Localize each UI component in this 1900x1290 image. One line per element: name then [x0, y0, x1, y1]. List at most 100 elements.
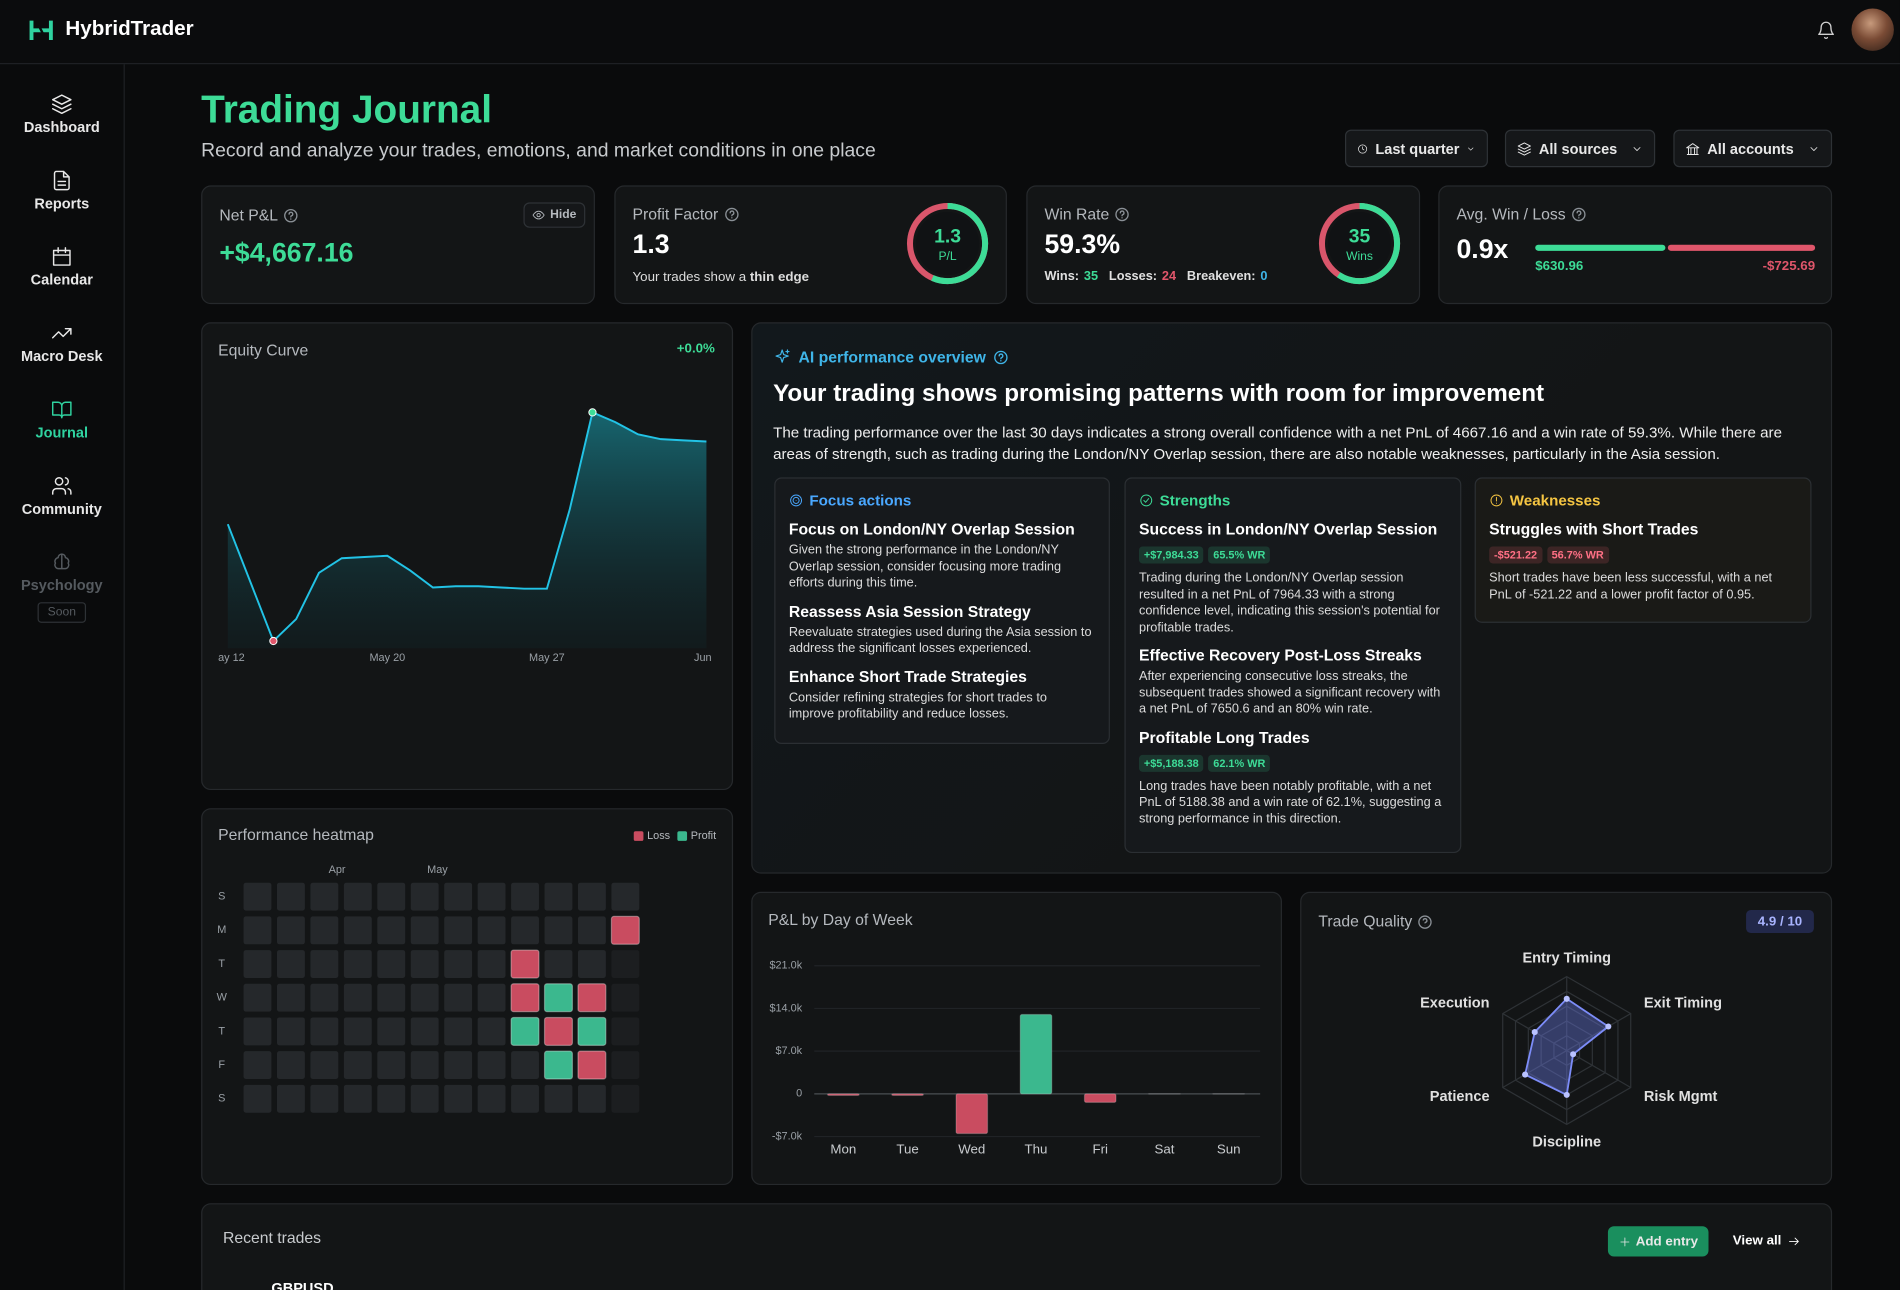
item-badges: -$521.22 56.7% WR [1489, 546, 1797, 564]
nav-label: Reports [34, 195, 90, 213]
pnl-badge: +$7,984.33 [1138, 546, 1204, 564]
winrate-badge: 65.5% WR [1208, 546, 1271, 564]
nav-icon [54, 553, 70, 570]
nav-item[interactable]: Calendar [0, 246, 124, 288]
help-icon[interactable] [1572, 207, 1587, 222]
stat-label: Net P&L [219, 205, 278, 225]
item-text: Short trades have been less successful, … [1489, 570, 1773, 602]
nav-item[interactable]: Reports [0, 170, 124, 212]
section-title-row: Strengths [1139, 492, 1447, 509]
winrate-badge: 56.7% WR [1546, 546, 1609, 564]
stat-card: Avg. Win / Loss 0.9x [1438, 185, 1833, 305]
pnl-badge: +$5,188.38 [1138, 754, 1204, 772]
filter-label: Last quarter [1375, 139, 1460, 157]
nav-label: Psychology [20, 576, 103, 594]
item-text: Long trades have been notably profitable… [1138, 778, 1442, 826]
filter-button[interactable]: Last quarter [1344, 129, 1488, 168]
icon-path [53, 170, 70, 191]
help-icon[interactable] [993, 350, 1008, 365]
notifications[interactable] [1816, 19, 1835, 41]
help-icon[interactable] [284, 208, 299, 223]
item-heading: Effective Recovery Post-Loss Streaks [1138, 645, 1422, 665]
ai-section: Focus actions Focus on London/NY Overlap … [774, 477, 1110, 744]
losses: 24 [1161, 268, 1177, 284]
section-title: Strengths [1159, 491, 1231, 509]
nav-label: Calendar [30, 271, 93, 289]
avatar[interactable] [1851, 8, 1894, 51]
icon-path [51, 401, 72, 419]
nav-item[interactable]: Community [0, 475, 124, 517]
stat-label-row: Avg. Win / Loss [1456, 205, 1586, 223]
view-all-link[interactable]: View all [1732, 1233, 1801, 1249]
nav-icon [51, 94, 72, 115]
icon-path [1633, 146, 1641, 151]
chevron [1633, 146, 1641, 151]
logo[interactable] [27, 16, 56, 45]
section-title-row: Focus actions [789, 492, 1096, 509]
brand[interactable]: HybridTrader [65, 16, 194, 40]
section-title: Weaknesses [1509, 491, 1601, 509]
nav-item[interactable]: Journal [0, 399, 124, 441]
icon-path [1517, 141, 1531, 155]
item-badges: +$7,984.33 65.5% WR [1138, 546, 1447, 564]
icon-path [1810, 146, 1818, 151]
filter-button[interactable]: All accounts [1673, 129, 1833, 168]
ai-card: AI performance overview Your trading sho… [751, 322, 1833, 874]
sidebar: Dashboard Reports Calendar Macro Desk Journa… [0, 64, 125, 1290]
wins-label: Wins: [1044, 268, 1080, 284]
winrate-badge: 62.1% WR [1208, 754, 1271, 772]
icon-path [52, 247, 71, 266]
section-icon [1490, 494, 1503, 507]
note-text: Your trades show a [632, 270, 747, 285]
filter-icon [1358, 143, 1368, 153]
ai-label: AI performance overview [798, 347, 986, 366]
stat-label-row: Net P&L [219, 205, 299, 225]
item-text: After experiencing consecutive loss stre… [1138, 668, 1441, 717]
item-heading: Profitable Long Trades [1138, 727, 1310, 746]
filter-button[interactable]: All sources [1504, 129, 1656, 168]
nav-icon [51, 401, 72, 419]
item-badges: +$5,188.38 62.1% WR [1138, 754, 1447, 772]
sparkle-icon [775, 349, 790, 363]
recent-trades-card: Recent trades Add entry View all GBPUSD [201, 1203, 1833, 1290]
nav-item: Psychology Soon [0, 551, 124, 623]
win-loss-row: Wins: 35 Losses: 24 Breakeven: 0 [1044, 269, 1267, 284]
icon-path [1140, 494, 1153, 507]
recent-title: Recent trades [222, 1228, 322, 1247]
nav-icon [53, 170, 70, 191]
section-title: Focus actions [809, 491, 912, 509]
section-icon [790, 494, 803, 507]
pnl-card [751, 891, 1282, 1186]
icon-path [1358, 143, 1368, 153]
ai-section: Strengths Success in London/NY Overlap Se… [1124, 477, 1462, 854]
link-label: View all [1732, 1233, 1782, 1249]
nav-item[interactable]: Dashboard [0, 93, 124, 136]
nav-icon [51, 327, 72, 339]
help-icon[interactable] [724, 207, 739, 222]
quality-card [1300, 891, 1833, 1186]
stat-card: Net P&L Hide +$4,667.16 [201, 185, 595, 305]
heatmap-card [201, 808, 734, 1186]
stat-value: 1.3 [632, 229, 670, 260]
filter-label: All accounts [1707, 139, 1794, 157]
page-subtitle: Record and analyze your trades, emotions… [201, 140, 876, 162]
chevron [1810, 146, 1818, 151]
trade-symbol[interactable]: GBPUSD [271, 1279, 334, 1290]
icon-path [1686, 142, 1700, 155]
stat-label: Avg. Win / Loss [1456, 204, 1566, 223]
add-entry-button[interactable]: Add entry [1607, 1226, 1709, 1257]
section-icon [1140, 494, 1153, 507]
stat-value: 0.9x [1456, 233, 1509, 265]
equity-card [201, 322, 734, 791]
nav-item[interactable]: Macro Desk [0, 322, 124, 365]
hide-button[interactable]: Hide [523, 202, 585, 228]
stat-label-row: Profit Factor [633, 205, 739, 223]
help-icon[interactable] [1115, 207, 1130, 222]
top-bar: HybridTrader [0, 0, 1900, 65]
losses-label: Losses: [1108, 268, 1158, 284]
icon-path [1490, 494, 1503, 507]
icon-path [790, 494, 803, 507]
nav-label: Journal [35, 424, 89, 442]
